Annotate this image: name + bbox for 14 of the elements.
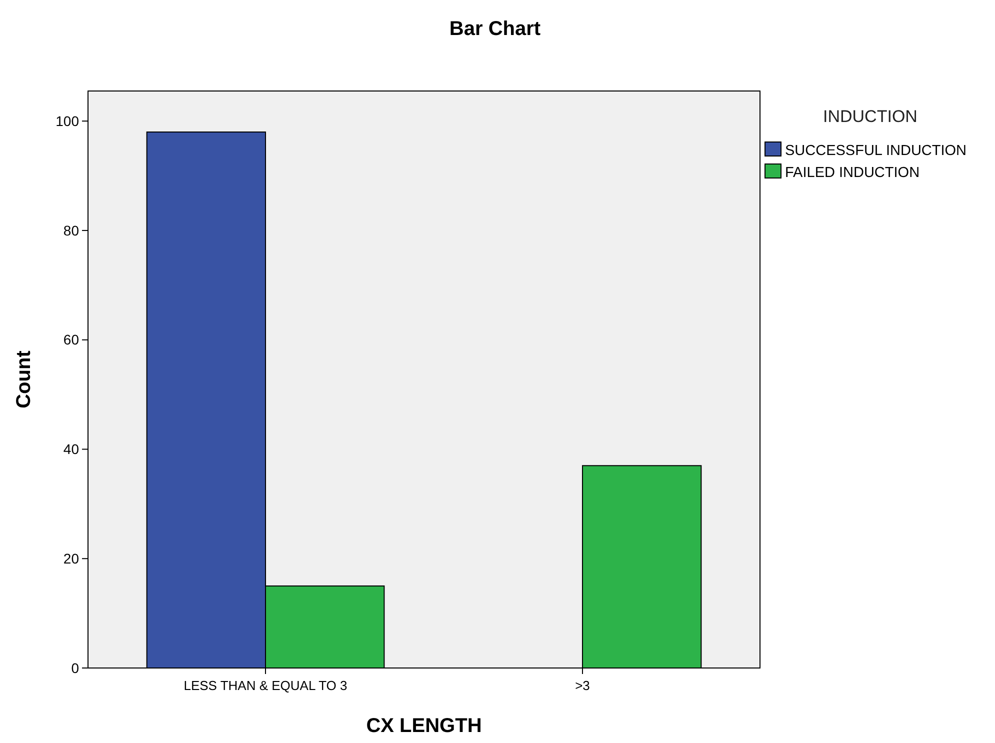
y-tick-label: 100	[56, 112, 80, 129]
y-tick-label: 80	[63, 222, 80, 238]
y-tick-label: 60	[63, 332, 80, 348]
y-tick-label: 40	[63, 441, 80, 458]
x-tick-label: LESS THAN & EQUAL TO 3	[184, 678, 348, 693]
y-tick-label: 20	[63, 550, 80, 567]
chart-title: Bar Chart	[449, 18, 541, 40]
y-axis-title: Count	[13, 350, 35, 408]
legend-label: SUCCESSFUL INDUCTION	[785, 143, 967, 159]
legend-label: FAILED INDUCTION	[785, 165, 920, 181]
y-tick-label: 0	[71, 660, 80, 676]
legend-title: INDUCTION	[823, 107, 918, 126]
x-axis-title: CX LENGTH	[366, 715, 482, 737]
x-tick-label: >3	[575, 678, 590, 693]
